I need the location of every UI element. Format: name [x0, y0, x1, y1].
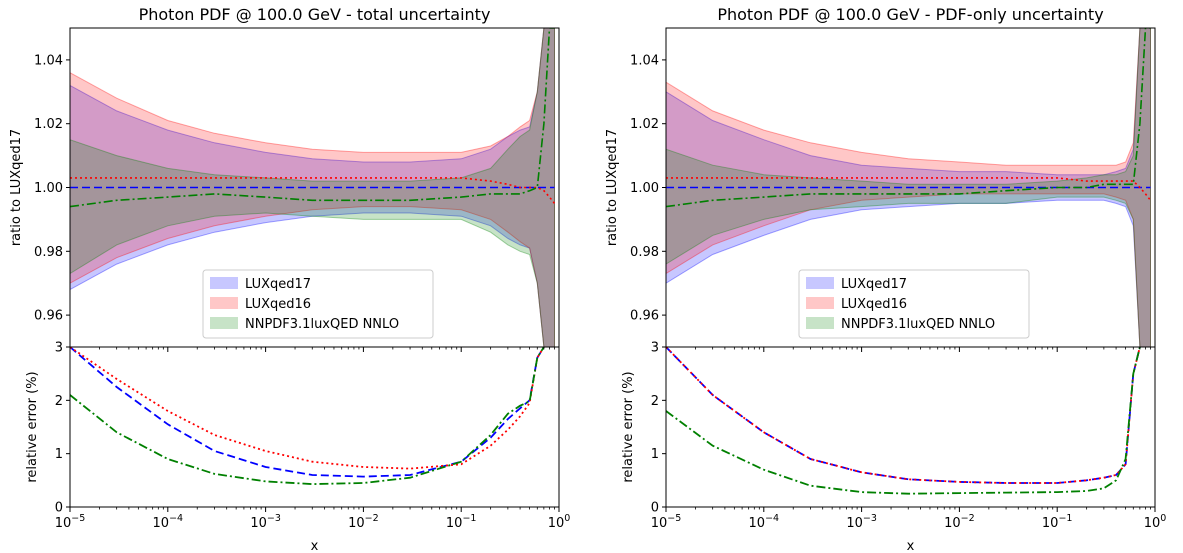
x-tick-exponent: 0: [564, 513, 570, 524]
y-tick-label: 0.98: [34, 245, 63, 260]
y-tick-label: 0: [651, 501, 659, 516]
x-tick-label: 10−5: [55, 513, 86, 531]
y-tick-label: 0.98: [630, 245, 659, 260]
y-tick-label: 2: [55, 394, 63, 409]
x-tick-label: 10−4: [749, 513, 780, 531]
x-tick-base: 10: [651, 516, 668, 531]
y-tick-label: 1.00: [630, 181, 659, 196]
central-line-2: [666, 28, 1151, 208]
x-tick-base: 10: [1144, 516, 1161, 531]
x-tick-base: 10: [548, 516, 565, 531]
x-tick-exponent: −3: [863, 513, 877, 524]
legend-label: NNPDF3.1luxQED NNLO: [841, 317, 995, 332]
central-line-1: [70, 177, 556, 204]
x-tick-base: 10: [944, 516, 961, 531]
y-tick-label: 0.96: [630, 309, 659, 324]
bands: [70, 28, 556, 347]
panel-pdf-only: 0.96 0.98 1.00 1.02 1.04 Photon PDF @ 100.0 G…: [605, 5, 1166, 553]
error-line-1: [666, 347, 1141, 484]
legend-label: LUXqed17: [841, 277, 907, 292]
y-axis-label: ratio to LUXqed17: [605, 129, 620, 246]
legend-swatch: [210, 317, 238, 329]
central-line-2: [70, 28, 555, 208]
error-lines: [70, 347, 545, 486]
central-line-1: [666, 177, 1152, 201]
panel-total: 0.96 0.98 1.00 1.02 1.04 Photon PDF @ 100.0 G…: [9, 5, 570, 553]
y-tick-label: 1.00: [34, 181, 63, 196]
x-tick-base: 10: [348, 516, 365, 531]
legend-label: LUXqed16: [841, 297, 907, 312]
x-tick-exponent: −2: [365, 513, 379, 524]
legend-swatch: [210, 277, 238, 289]
x-tick-base: 10: [153, 516, 170, 531]
y-tick-label: 3: [55, 341, 63, 356]
chart-title: Photon PDF @ 100.0 GeV - PDF-only uncert…: [717, 5, 1103, 24]
bands: [666, 28, 1152, 347]
y-tick-label: 1.02: [34, 117, 63, 132]
x-tick-exponent: −1: [1058, 513, 1072, 524]
x-tick-base: 10: [846, 516, 863, 531]
x-tick-exponent: −1: [462, 513, 476, 524]
legend: LUXqed17 LUXqed16 NNPDF3.1luxQED NNLO: [202, 269, 434, 339]
legend-swatch: [210, 297, 238, 309]
y-tick-label: 1: [55, 447, 63, 462]
y-tick-label: 0: [55, 501, 63, 516]
x-tick-exponent: −3: [267, 513, 281, 524]
x-tick-base: 10: [250, 516, 267, 531]
x-tick-exponent: −5: [71, 513, 85, 524]
y-tick-label: 1: [651, 447, 659, 462]
x-tick-label: 10−2: [944, 513, 975, 531]
y-axis-label: relative error (%): [621, 371, 636, 482]
x-tick-base: 10: [749, 516, 766, 531]
legend-label: NNPDF3.1luxQED NNLO: [245, 317, 399, 332]
y-tick-label: 0.96: [34, 309, 63, 324]
x-tick-label: 10−3: [250, 513, 281, 531]
x-tick-label: 10−1: [446, 513, 477, 531]
legend-label: LUXqed17: [245, 277, 311, 292]
legend-box: [798, 269, 1030, 339]
error-line-2: [666, 347, 1141, 495]
x-tick-label: 100: [1144, 513, 1167, 531]
legend-swatch: [806, 297, 834, 309]
legend-swatch: [806, 277, 834, 289]
error-line-0: [70, 347, 545, 478]
y-tick-label: 3: [651, 341, 659, 356]
x-tick-base: 10: [1042, 516, 1059, 531]
legend-swatch: [806, 317, 834, 329]
legend-label: LUXqed16: [245, 297, 311, 312]
error-lines: [666, 347, 1141, 495]
x-tick-base: 10: [55, 516, 72, 531]
x-tick-label: 10−4: [153, 513, 184, 531]
chart-title: Photon PDF @ 100.0 GeV - total uncertain…: [139, 5, 491, 24]
x-tick-exponent: −2: [961, 513, 975, 524]
error-line-0: [666, 347, 1141, 484]
legend-box: [202, 269, 434, 339]
x-tick-exponent: −5: [667, 513, 681, 524]
y-tick-label: 1.04: [630, 53, 659, 68]
axes-frame: [665, 346, 1156, 508]
x-tick-label: 10−1: [1042, 513, 1073, 531]
y-axis-label: relative error (%): [25, 371, 40, 482]
x-tick-exponent: −4: [169, 513, 183, 524]
x-tick-label: 10−3: [846, 513, 877, 531]
x-tick-exponent: −4: [765, 513, 779, 524]
legend: LUXqed17 LUXqed16 NNPDF3.1luxQED NNLO: [798, 269, 1030, 339]
x-axis-label: x: [311, 539, 319, 553]
y-axis-label: ratio to LUXqed17: [9, 129, 24, 246]
axes-frame: [69, 346, 560, 508]
x-tick-exponent: 0: [1160, 513, 1166, 524]
x-tick-label: 100: [548, 513, 571, 531]
y-tick-label: 1.04: [34, 53, 63, 68]
x-tick-label: 10−5: [651, 513, 682, 531]
y-tick-label: 2: [651, 394, 659, 409]
error-line-2: [70, 347, 545, 486]
x-axis-label: x: [907, 539, 915, 553]
x-tick-base: 10: [446, 516, 463, 531]
y-tick-label: 1.02: [630, 117, 659, 132]
x-tick-label: 10−2: [348, 513, 379, 531]
